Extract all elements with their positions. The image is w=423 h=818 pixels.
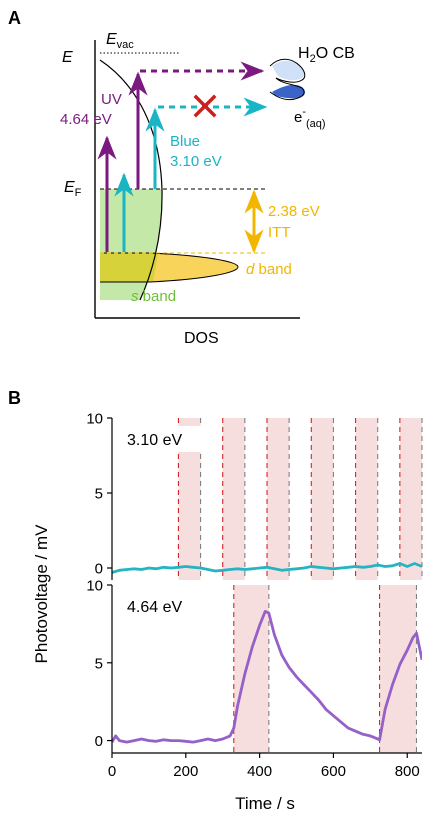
uv-label: UV bbox=[101, 91, 122, 108]
itt-energy-label: 2.38 eV bbox=[268, 203, 320, 220]
y-tick-label: 5 bbox=[95, 486, 103, 503]
vacuum-energy-label: Evac bbox=[106, 31, 134, 51]
panel-a-label: A bbox=[8, 8, 21, 28]
illumination-window bbox=[311, 418, 334, 580]
panel-b-label: B bbox=[8, 388, 21, 408]
x-tick-label: 600 bbox=[321, 763, 346, 780]
illumination-window bbox=[355, 418, 378, 580]
energy-axis-label: E bbox=[62, 49, 73, 66]
blue-label: Blue bbox=[170, 133, 200, 150]
uv-energy-label: 4.64 eV bbox=[60, 111, 112, 128]
y-tick-label: 0 bbox=[95, 561, 103, 578]
illumination-window bbox=[233, 585, 269, 753]
y-tick-label: 10 bbox=[86, 411, 103, 428]
illumination-window bbox=[222, 418, 245, 580]
panel-a: A Evac E EF DOS UV 4.64 eV Blu bbox=[8, 8, 355, 347]
top-subplot: 0 5 10 3.10 eV bbox=[86, 411, 423, 580]
y-tick-label: 0 bbox=[95, 733, 103, 750]
bottom-subplot: 0 5 10 0 200 400 600 800 4.64 eV bbox=[86, 578, 422, 780]
y-tick-label: 10 bbox=[86, 578, 103, 595]
illumination-window bbox=[399, 418, 422, 580]
top-subplot-label: 3.10 eV bbox=[127, 432, 182, 449]
d-band-label: d band bbox=[246, 261, 292, 278]
illumination-window bbox=[267, 418, 290, 580]
y-tick-label: 5 bbox=[95, 655, 103, 672]
blue-energy-label: 3.10 eV bbox=[170, 153, 222, 170]
x-tick-label: 800 bbox=[395, 763, 420, 780]
top-label-backdrop bbox=[122, 426, 202, 452]
x-tick-label: 200 bbox=[173, 763, 198, 780]
illumination-window bbox=[178, 418, 201, 580]
blocked-cross-icon bbox=[193, 94, 217, 118]
conduction-band-distribution bbox=[269, 58, 306, 101]
bottom-subplot-label: 4.64 eV bbox=[127, 599, 182, 616]
x-tick-label: 0 bbox=[108, 763, 116, 780]
s-band-label: s band bbox=[131, 288, 176, 305]
panel-b: B Photovoltage / mV Time / s 0 5 10 3.10 e… bbox=[8, 388, 423, 813]
bottom-series-line bbox=[112, 610, 422, 744]
top-series-line bbox=[112, 562, 422, 574]
water-cb-label: H2O CB bbox=[298, 45, 355, 65]
dos-axis-label: DOS bbox=[184, 330, 219, 347]
band-overlap bbox=[100, 253, 158, 282]
solvated-electron-label: e-(aq) bbox=[294, 106, 326, 130]
y-axis-label: Photovoltage / mV bbox=[32, 524, 51, 664]
d-band-outline bbox=[100, 252, 239, 283]
x-axis-label: Time / s bbox=[235, 794, 295, 813]
x-tick-label: 400 bbox=[247, 763, 272, 780]
s-band-fill bbox=[100, 189, 162, 300]
itt-label: ITT bbox=[268, 224, 291, 241]
fermi-energy-label: EF bbox=[64, 179, 82, 199]
s-band-curve bbox=[99, 59, 163, 301]
